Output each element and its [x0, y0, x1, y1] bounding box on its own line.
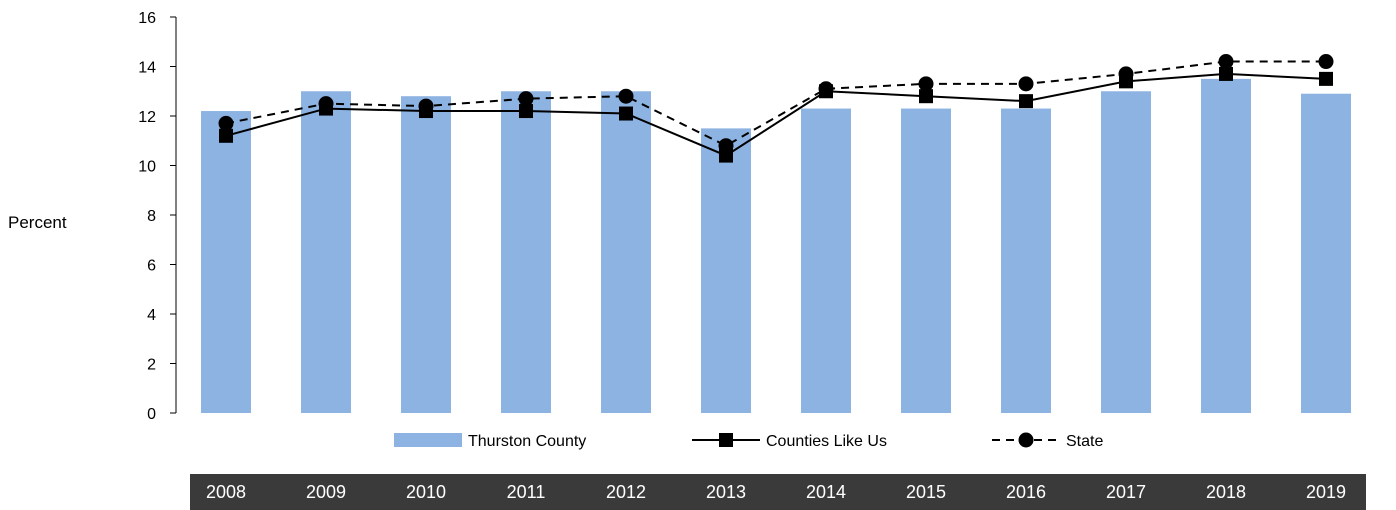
point-state-2019: [1318, 54, 1334, 70]
bar-2015: [901, 108, 951, 413]
legend-label: Thurston County: [468, 433, 586, 450]
category-label-2016: 2016: [1006, 482, 1046, 502]
series-line-counties-like-us: [225, 72, 1327, 157]
point-state-2014: [818, 81, 834, 97]
bar-2014: [801, 108, 851, 413]
y-tick-label: 8: [147, 208, 156, 225]
bar-2012: [601, 91, 651, 413]
point-state-2011: [518, 91, 534, 107]
point-state-2010: [418, 98, 434, 114]
legend-marker: [719, 433, 733, 447]
series-line-state: [225, 60, 1326, 147]
y-axis: 0 2 4 6 8 10 12 14 16: [138, 10, 177, 423]
point-state-2015: [918, 76, 934, 92]
point-state-2008: [218, 115, 234, 131]
line-series-state: [218, 54, 1334, 154]
legend-label: Counties Like Us: [766, 433, 887, 450]
y-tick-label: 12: [138, 109, 156, 126]
bar-2010: [401, 96, 451, 413]
category-strip: 2008 2009 2010 2011 2012 2013 2014 2015 2016 2017…: [190, 474, 1366, 510]
category-label-2017: 2017: [1106, 482, 1146, 502]
bar-2018: [1201, 78, 1251, 413]
bar-2009: [301, 91, 351, 413]
category-label-2008: 2008: [206, 482, 246, 502]
bar-2016: [1001, 108, 1051, 413]
category-label-2018: 2018: [1206, 482, 1246, 502]
point-counties-like-us-2011: [519, 104, 533, 119]
legend-item-state: State: [992, 432, 1103, 450]
category-band: [190, 474, 1366, 510]
category-label-2009: 2009: [306, 482, 346, 502]
bar-2011: [501, 91, 551, 413]
y-tick-label: 10: [138, 159, 156, 176]
legend: Thurston County Counties Like Us State: [394, 432, 1103, 450]
line-series-group: [218, 54, 1334, 163]
point-counties-like-us-2015: [919, 89, 933, 104]
point-state-2017: [1118, 66, 1134, 82]
y-tick-label: 16: [138, 10, 156, 27]
point-counties-like-us-2012: [619, 106, 633, 121]
point-state-2013: [718, 138, 734, 154]
point-counties-like-us-2019: [1319, 71, 1333, 86]
legend-label: State: [1066, 433, 1103, 450]
point-counties-like-us-2008: [219, 128, 233, 143]
category-label-2013: 2013: [706, 482, 746, 502]
category-label-2011: 2011: [507, 482, 546, 502]
point-counties-like-us-2016: [1019, 94, 1033, 109]
legend-item-thurston-county: Thurston County: [394, 433, 586, 450]
bar-2017: [1101, 91, 1151, 413]
category-label-2012: 2012: [606, 482, 646, 502]
bar-2019: [1301, 93, 1351, 413]
line-series-counties-like-us: [219, 66, 1333, 163]
y-tick-label: 4: [147, 307, 156, 324]
category-label-2019: 2019: [1306, 482, 1346, 502]
point-state-2016: [1018, 76, 1034, 92]
point-state-2009: [318, 96, 334, 112]
legend-swatch: [394, 433, 462, 447]
legend-item-counties-like-us: Counties Like Us: [692, 433, 887, 450]
point-state-2018: [1218, 54, 1234, 70]
bar-2008: [201, 111, 251, 414]
y-tick-label: 0: [147, 406, 156, 423]
legend-marker: [1018, 432, 1034, 448]
y-tick-label: 2: [147, 357, 156, 374]
bar-series-thurston-county: [201, 78, 1351, 414]
y-tick-label: 14: [138, 60, 156, 77]
category-label-2010: 2010: [406, 482, 446, 502]
category-label-2014: 2014: [806, 482, 846, 502]
category-label-2015: 2015: [906, 482, 946, 502]
point-counties-like-us-2018: [1219, 66, 1233, 81]
y-tick-label: 6: [147, 258, 156, 275]
point-state-2012: [618, 88, 634, 104]
y-axis-label: Percent: [8, 213, 67, 232]
bar-2013: [701, 128, 751, 413]
